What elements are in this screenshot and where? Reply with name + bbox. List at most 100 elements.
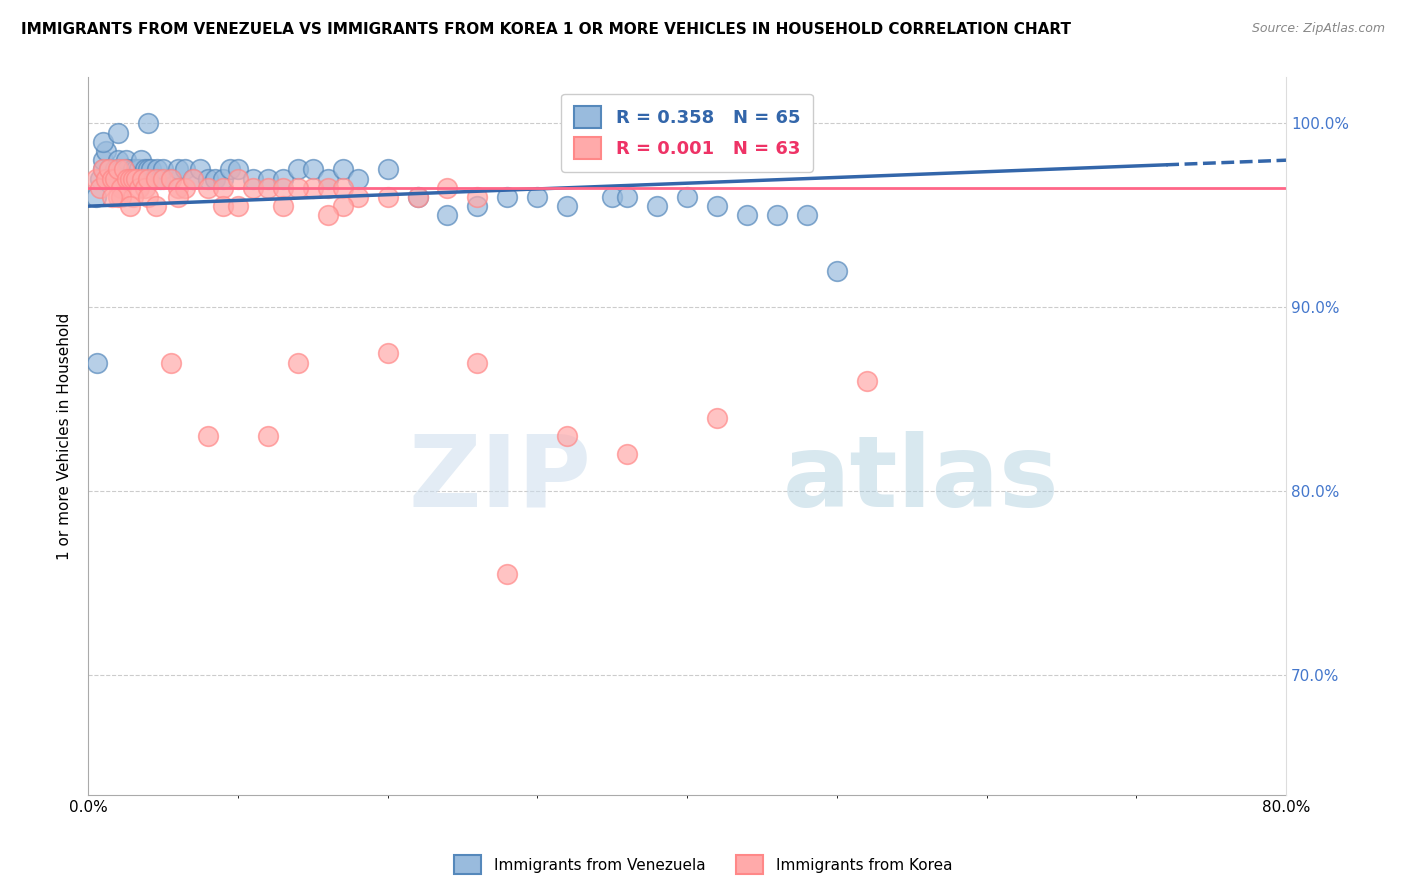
Point	[796, 208, 818, 222]
Point	[146, 162, 169, 177]
Point	[181, 171, 204, 186]
Point	[706, 199, 728, 213]
Point	[226, 199, 249, 213]
Text: Source: ZipAtlas.com: Source: ZipAtlas.com	[1251, 22, 1385, 36]
Point	[219, 162, 242, 177]
Point	[112, 162, 135, 177]
Point	[555, 199, 578, 213]
Point	[676, 190, 699, 204]
Point	[122, 171, 145, 186]
Point	[256, 429, 278, 443]
Point	[825, 263, 848, 277]
Point	[174, 181, 197, 195]
Text: ZIP: ZIP	[408, 431, 592, 527]
Point	[115, 162, 138, 177]
Point	[120, 171, 142, 186]
Point	[84, 190, 107, 204]
Point	[377, 346, 399, 360]
Point	[91, 135, 114, 149]
Point	[159, 171, 181, 186]
Point	[256, 171, 278, 186]
Point	[120, 171, 142, 186]
Point	[212, 171, 235, 186]
Point	[271, 181, 294, 195]
Point	[114, 153, 136, 168]
Point	[167, 181, 190, 195]
Point	[467, 199, 489, 213]
Point	[98, 162, 121, 177]
Point	[89, 181, 111, 195]
Point	[316, 208, 339, 222]
Point	[101, 190, 124, 204]
Point	[316, 181, 339, 195]
Point	[287, 355, 309, 369]
Point	[136, 171, 159, 186]
Point	[110, 162, 132, 177]
Point	[204, 171, 226, 186]
Text: atlas: atlas	[783, 431, 1060, 527]
Point	[128, 181, 150, 195]
Point	[110, 190, 132, 204]
Point	[91, 162, 114, 177]
Text: IMMIGRANTS FROM VENEZUELA VS IMMIGRANTS FROM KOREA 1 OR MORE VEHICLES IN HOUSEHO: IMMIGRANTS FROM VENEZUELA VS IMMIGRANTS …	[21, 22, 1071, 37]
Legend: R = 0.358   N = 65, R = 0.001   N = 63: R = 0.358 N = 65, R = 0.001 N = 63	[561, 94, 813, 172]
Legend: Immigrants from Venezuela, Immigrants from Korea: Immigrants from Venezuela, Immigrants fr…	[449, 849, 957, 880]
Point	[136, 116, 159, 130]
Point	[212, 199, 235, 213]
Point	[122, 171, 145, 186]
Point	[145, 199, 167, 213]
Point	[129, 153, 152, 168]
Point	[101, 171, 124, 186]
Point	[136, 162, 159, 177]
Point	[287, 162, 309, 177]
Point	[181, 171, 204, 186]
Point	[301, 181, 323, 195]
Point	[159, 355, 181, 369]
Point	[125, 171, 148, 186]
Point	[143, 171, 166, 186]
Point	[287, 181, 309, 195]
Point	[197, 429, 219, 443]
Point	[139, 162, 162, 177]
Point	[125, 162, 148, 177]
Point	[766, 208, 789, 222]
Point	[346, 190, 368, 204]
Point	[377, 190, 399, 204]
Point	[134, 181, 156, 195]
Point	[107, 162, 129, 177]
Point	[616, 447, 638, 461]
Point	[84, 171, 107, 186]
Point	[122, 190, 145, 204]
Point	[332, 199, 354, 213]
Point	[167, 162, 190, 177]
Point	[107, 153, 129, 168]
Point	[91, 162, 114, 177]
Point	[316, 171, 339, 186]
Point	[149, 171, 172, 186]
Y-axis label: 1 or more Vehicles in Household: 1 or more Vehicles in Household	[58, 312, 72, 559]
Point	[159, 171, 181, 186]
Point	[226, 171, 249, 186]
Point	[706, 410, 728, 425]
Point	[735, 208, 758, 222]
Point	[242, 171, 264, 186]
Point	[122, 162, 145, 177]
Point	[167, 190, 190, 204]
Point	[600, 190, 623, 204]
Point	[616, 190, 638, 204]
Point	[152, 162, 174, 177]
Point	[242, 181, 264, 195]
Point	[467, 355, 489, 369]
Point	[94, 171, 117, 186]
Point	[346, 171, 368, 186]
Point	[136, 190, 159, 204]
Point	[101, 171, 124, 186]
Point	[436, 208, 458, 222]
Point	[526, 190, 548, 204]
Point	[145, 171, 167, 186]
Point	[190, 162, 212, 177]
Point	[94, 144, 117, 158]
Point	[91, 153, 114, 168]
Point	[134, 162, 156, 177]
Point	[197, 171, 219, 186]
